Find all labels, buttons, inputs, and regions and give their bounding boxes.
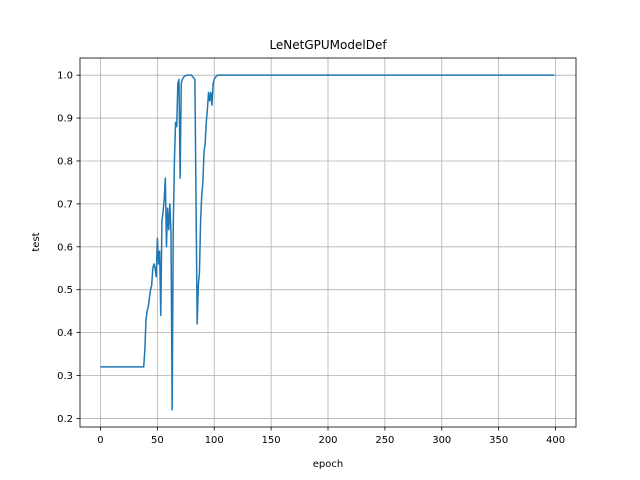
line-layer — [100, 74, 555, 411]
x-ticks: 0 50 100 150 200 250 300 350 400 — [97, 427, 565, 446]
y-tick-label: 1.0 — [57, 71, 73, 82]
y-tick-label: 0.5 — [57, 285, 73, 296]
y-tick-label: 0.9 — [57, 114, 73, 125]
y-tick-label: 0.4 — [57, 328, 73, 339]
y-tick-label: 0.6 — [57, 242, 73, 253]
y-tick-label: 0.8 — [57, 156, 73, 167]
y-axis-label: test — [31, 232, 42, 251]
x-tick-label: 250 — [375, 435, 394, 446]
x-tick-label: 150 — [262, 435, 281, 446]
chart-title: LeNetGPUModelDef — [269, 38, 387, 52]
x-tick-label: 400 — [546, 435, 565, 446]
x-tick-label: 50 — [151, 435, 164, 446]
y-tick-label: 0.7 — [57, 199, 73, 210]
series-line — [100, 74, 555, 411]
x-tick-label: 300 — [432, 435, 451, 446]
y-ticks: 0.2 0.3 0.4 0.5 0.6 0.7 0.8 0.9 1.0 — [57, 71, 80, 425]
y-tick-label: 0.3 — [57, 371, 73, 382]
x-axis-label: epoch — [313, 459, 343, 470]
x-tick-label: 0 — [97, 435, 103, 446]
y-tick-label: 0.2 — [57, 414, 73, 425]
x-tick-label: 350 — [489, 435, 508, 446]
x-tick-label: 100 — [205, 435, 224, 446]
x-tick-label: 200 — [318, 435, 337, 446]
